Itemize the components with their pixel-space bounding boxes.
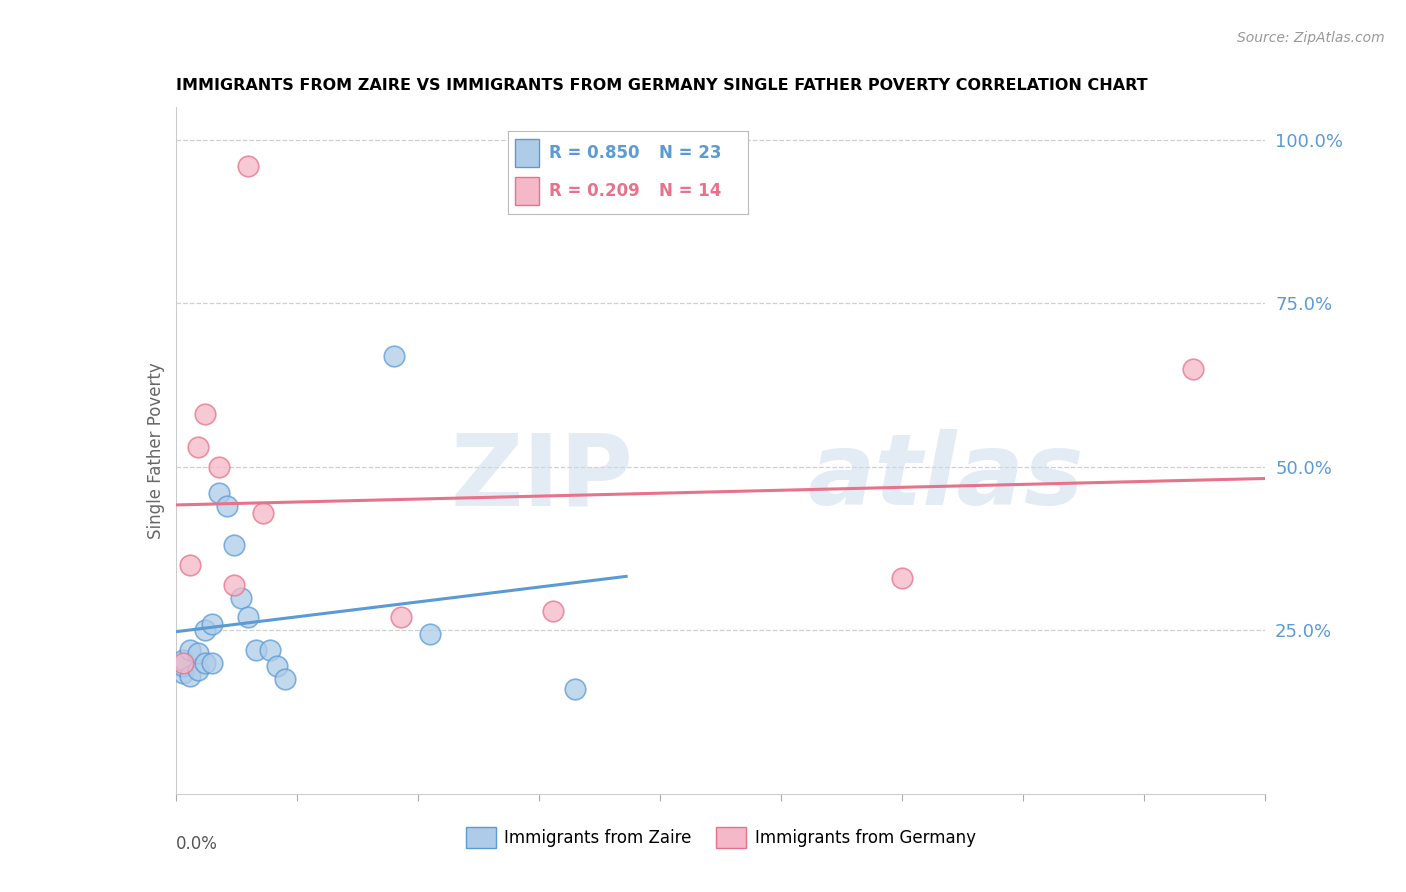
Text: Source: ZipAtlas.com: Source: ZipAtlas.com <box>1237 31 1385 45</box>
Point <box>891 571 914 585</box>
Point <box>389 610 412 624</box>
Point <box>186 440 209 454</box>
Point <box>564 682 586 697</box>
Point <box>179 558 201 572</box>
Point <box>259 643 281 657</box>
Point <box>222 577 245 591</box>
Text: atlas: atlas <box>807 429 1084 526</box>
Point <box>172 653 194 667</box>
Point <box>238 159 260 173</box>
Text: ZIP: ZIP <box>450 429 633 526</box>
Y-axis label: Single Father Poverty: Single Father Poverty <box>146 362 165 539</box>
Point <box>186 646 209 660</box>
Point <box>419 626 441 640</box>
Point <box>1181 361 1204 376</box>
Point <box>179 643 201 657</box>
Point <box>194 408 217 422</box>
Point <box>194 624 217 638</box>
Legend: Immigrants from Zaire, Immigrants from Germany: Immigrants from Zaire, Immigrants from G… <box>458 821 983 855</box>
Text: IMMIGRANTS FROM ZAIRE VS IMMIGRANTS FROM GERMANY SINGLE FATHER POVERTY CORRELATI: IMMIGRANTS FROM ZAIRE VS IMMIGRANTS FROM… <box>176 78 1147 94</box>
Point <box>543 604 565 618</box>
Point <box>215 499 238 513</box>
Point <box>172 656 194 670</box>
Point <box>179 669 201 683</box>
Point <box>208 486 231 500</box>
Point <box>266 659 288 673</box>
Point <box>274 673 297 687</box>
Point <box>231 591 253 605</box>
Point <box>172 665 194 680</box>
Point <box>208 459 231 474</box>
Point <box>245 643 267 657</box>
Point <box>238 610 260 624</box>
Point <box>201 616 224 631</box>
Point <box>382 349 405 363</box>
Point <box>194 656 217 670</box>
Point <box>172 659 194 673</box>
Text: 0.0%: 0.0% <box>176 835 218 853</box>
Point <box>186 663 209 677</box>
Point <box>252 506 274 520</box>
Point <box>222 538 245 552</box>
Point <box>201 656 224 670</box>
